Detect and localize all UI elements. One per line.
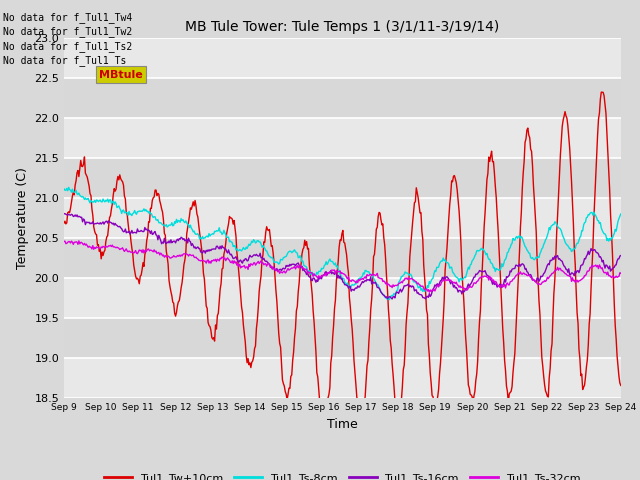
Bar (64, 38, 621, 78)
Legend: Tul1_Tw+10cm, Tul1_Ts-8cm, Tul1_Ts-16cm, Tul1_Ts-32cm: Tul1_Tw+10cm, Tul1_Ts-8cm, Tul1_Ts-16cm,… (100, 469, 585, 480)
X-axis label: Time: Time (327, 418, 358, 431)
Title: MB Tule Tower: Tule Temps 1 (3/1/11-3/19/14): MB Tule Tower: Tule Temps 1 (3/1/11-3/19… (185, 21, 500, 35)
Bar (64, 119, 621, 158)
Text: MBtule: MBtule (99, 70, 143, 80)
Bar (64, 158, 621, 198)
Bar (64, 78, 621, 119)
Text: No data for f_Tul1_Tw4: No data for f_Tul1_Tw4 (3, 12, 132, 23)
Bar (64, 359, 621, 398)
Bar (64, 239, 621, 278)
Bar (64, 318, 621, 359)
Bar (64, 198, 621, 239)
Text: No data for f_Tul1_Ts: No data for f_Tul1_Ts (3, 55, 127, 66)
Text: No data for f_Tul1_Ts2: No data for f_Tul1_Ts2 (3, 41, 132, 52)
Y-axis label: Temperature (C): Temperature (C) (16, 168, 29, 269)
Bar (64, 278, 621, 318)
Text: No data for f_Tul1_Tw2: No data for f_Tul1_Tw2 (3, 26, 132, 37)
